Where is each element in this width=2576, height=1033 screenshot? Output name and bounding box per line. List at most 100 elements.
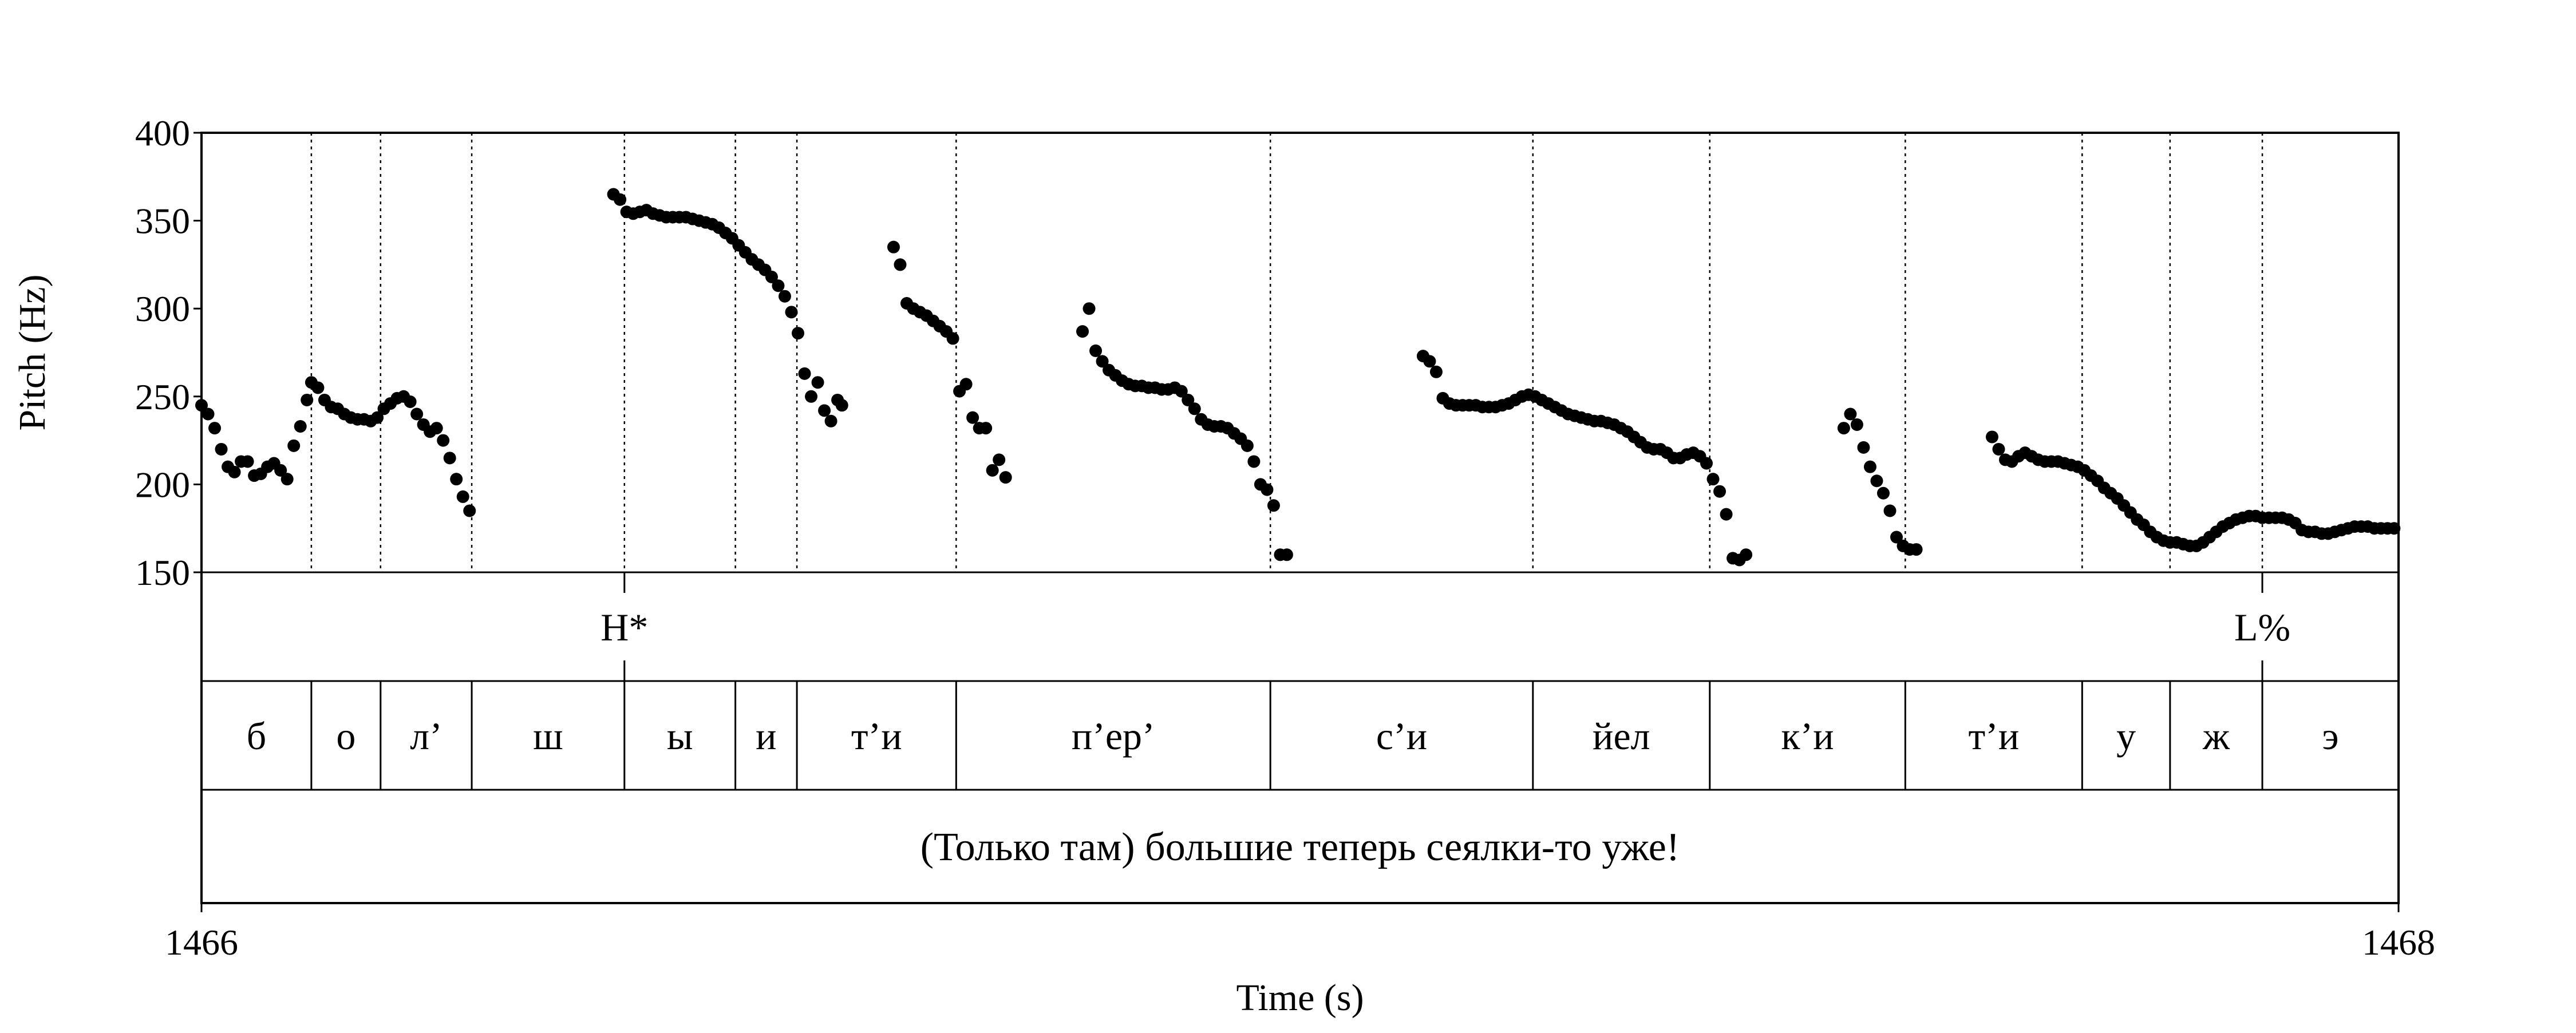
pitch-point: [215, 442, 228, 456]
segment-label: т’и: [851, 714, 902, 758]
segment-label: л’: [410, 714, 442, 758]
pitch-point: [1188, 402, 1201, 415]
pitch-point: [1076, 325, 1089, 338]
pitch-point: [274, 464, 287, 477]
y-tick-label: 200: [135, 464, 190, 505]
pitch-point: [1720, 508, 1733, 521]
pitch-point: [1890, 531, 1903, 544]
pitch-point: [410, 407, 424, 421]
y-axis-label: Pitch (Hz): [11, 274, 53, 430]
pitch-point: [1850, 418, 1863, 431]
pitch-point: [778, 290, 791, 303]
pitch-point: [456, 490, 469, 503]
pitch-point: [824, 414, 837, 428]
pitch-point: [1863, 460, 1876, 473]
segment-label: ы: [667, 714, 693, 758]
segment-label: о: [336, 714, 355, 758]
pitch-point: [1280, 548, 1293, 561]
pitch-point: [1700, 457, 1713, 470]
tone-label: H*: [600, 605, 648, 649]
pitch-point: [1876, 486, 1890, 500]
pitch-point: [798, 367, 811, 380]
pitch-point: [1423, 355, 1436, 368]
pitch-point: [1910, 543, 1923, 556]
pitch-point: [1082, 302, 1096, 315]
pitch-point: [450, 473, 463, 486]
pitch-point: [301, 393, 314, 406]
pitch-point: [785, 306, 798, 319]
pitch-point: [887, 240, 900, 254]
pitch-point-layer: [195, 188, 2401, 567]
segment-divider-layer: [310, 133, 2263, 790]
pitch-point: [811, 376, 824, 389]
pitch-point: [986, 464, 999, 477]
pitch-point: [946, 332, 959, 345]
pitch-point: [195, 399, 208, 412]
pitch-point: [894, 258, 907, 271]
segment-label: п’ер’: [1072, 714, 1155, 758]
pitch-point: [835, 399, 848, 412]
pitch-point: [430, 422, 443, 435]
pitch-point: [1870, 474, 1883, 488]
pitch-point: [241, 455, 254, 468]
pitch-point: [1706, 473, 1720, 486]
segment-label: б: [247, 714, 267, 758]
tone-label: L%: [2234, 605, 2290, 649]
pitch-point: [1985, 430, 1998, 444]
pitch-point: [1857, 441, 1870, 454]
y-tick-label: 350: [135, 201, 190, 242]
y-tick-label: 250: [135, 377, 190, 417]
pitch-point: [404, 395, 417, 409]
pitch-point: [765, 270, 778, 283]
pitch-point: [1096, 355, 1109, 368]
segment-label: т’и: [1968, 714, 2019, 758]
segment-label: к’и: [1781, 714, 1834, 758]
plot-frame: [200, 132, 2400, 904]
pitch-point: [371, 411, 384, 424]
pitch-point: [772, 279, 785, 292]
y-tick-label: 150: [135, 552, 190, 593]
pitch-point: [1429, 365, 1443, 378]
pitch-point: [280, 473, 294, 486]
pitch-point: [443, 452, 456, 465]
pitch-point: [463, 504, 476, 517]
pitch-point: [202, 407, 215, 421]
pitch-point: [287, 439, 301, 452]
pitch-point: [1247, 455, 1261, 468]
pitch-point: [1713, 485, 1726, 498]
pitch-point: [1740, 548, 1753, 561]
pitch-point: [228, 465, 241, 478]
pitch-point: [993, 453, 1006, 466]
segment-label: йел: [1593, 714, 1650, 758]
segment-label: э: [2322, 714, 2338, 758]
pitch-point: [959, 378, 973, 391]
pitch-point: [1175, 385, 1188, 398]
pitch-point: [294, 420, 307, 433]
pitch-point: [966, 411, 979, 424]
pitch-point: [1182, 393, 1195, 406]
pitch-point: [2388, 522, 2401, 535]
pitch-point: [792, 327, 805, 340]
pitch-point: [311, 381, 325, 394]
y-tick-label: 300: [135, 288, 190, 329]
pitch-point: [1844, 407, 1857, 421]
pitch-point: [1992, 442, 2005, 456]
x-axis-label: Time (s): [1236, 977, 1364, 1019]
y-tick-label: 400: [135, 113, 190, 153]
segment-label: у: [2116, 714, 2136, 758]
pitch-point: [1837, 422, 1850, 435]
pitch-point: [805, 390, 818, 403]
pitch-point: [1089, 344, 1103, 357]
pitch-point: [1267, 499, 1280, 512]
pitch-point: [1261, 483, 1274, 496]
pitch-point: [1883, 504, 1897, 517]
tier-layer: [200, 132, 2400, 904]
segment-label: ж: [2202, 714, 2230, 758]
pitch-point: [437, 434, 450, 447]
x-tick-label: 1466: [165, 922, 238, 963]
pitch-point: [1240, 439, 1254, 452]
pitch-point: [979, 422, 993, 435]
segment-label: ш: [533, 714, 563, 758]
pitch-point: [818, 404, 831, 417]
